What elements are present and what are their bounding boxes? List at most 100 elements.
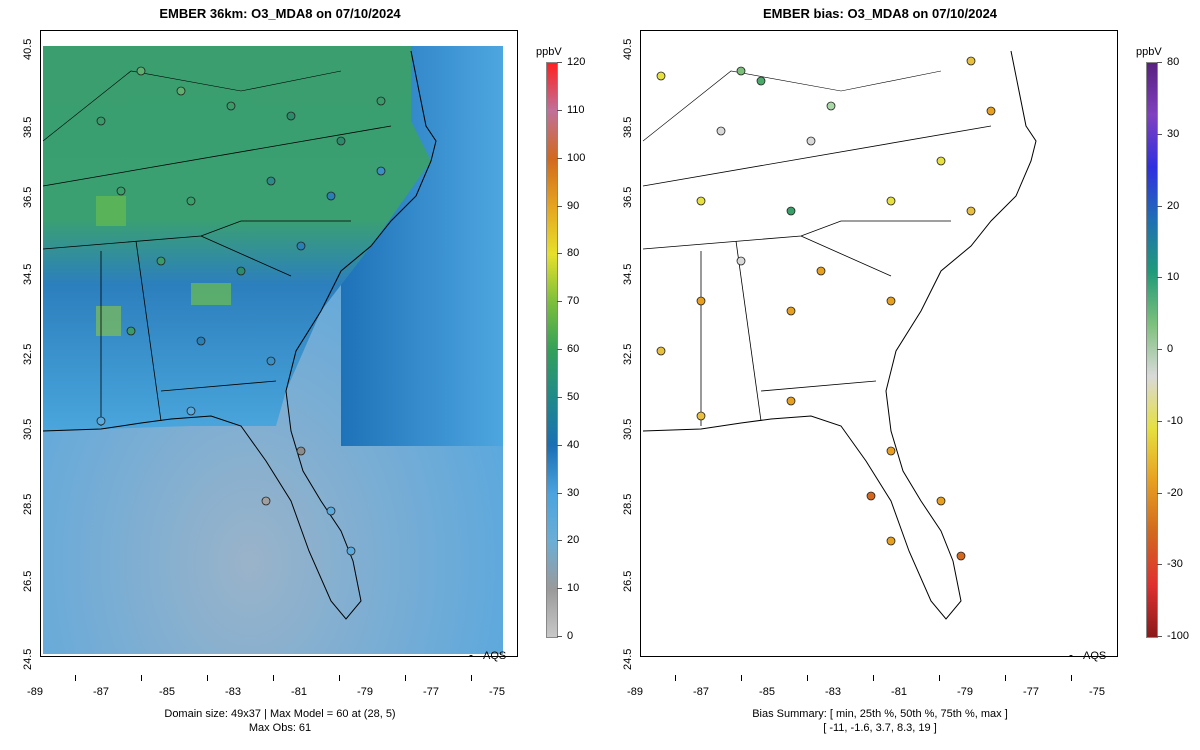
bias-marker	[886, 296, 896, 306]
station-marker	[96, 416, 106, 426]
x-tick	[273, 675, 274, 681]
bias-markers	[656, 56, 996, 561]
x-tick-label: -83	[225, 686, 241, 698]
station-marker	[296, 241, 306, 251]
bias-marker	[806, 136, 816, 146]
colorbar-label: 0	[1167, 343, 1174, 355]
bias-map-title: EMBER bias: O3_MDA8 on 07/10/2024	[762, 6, 998, 21]
aqs-legend-dot	[469, 655, 473, 656]
colorbar-label: -10	[1167, 414, 1183, 427]
y-tick-label: 30.5	[22, 418, 34, 440]
x-tick	[207, 675, 208, 681]
x-tick	[807, 675, 808, 681]
x-tick	[405, 675, 406, 681]
colorbar-label: 0	[567, 630, 574, 642]
state-line	[160, 380, 277, 392]
colorbar-tick	[557, 157, 562, 159]
colorbar-tick	[557, 253, 562, 255]
state-line	[42, 70, 342, 142]
x-tick-label: -81	[891, 686, 907, 698]
state-line	[642, 125, 992, 187]
bias-marker	[716, 126, 726, 136]
x-tick-label: -83	[825, 686, 841, 698]
model-map-panel: EMBER 36km: O3_MDA8 on 07/10/2024	[22, 6, 586, 734]
state-line	[735, 240, 762, 422]
bias-marker	[886, 446, 896, 456]
y-tick-label: 32.5	[22, 343, 34, 365]
coastline	[42, 50, 437, 620]
model-hotspot	[96, 196, 126, 226]
state-line	[42, 125, 392, 187]
bias-colorbar	[1146, 62, 1158, 638]
x-tick-label: -81	[291, 686, 307, 698]
station-marker	[326, 191, 336, 201]
y-tick-label: 32.5	[622, 343, 634, 365]
station-marker	[226, 101, 236, 111]
bias-marker	[816, 266, 826, 276]
x-tick	[741, 675, 742, 681]
station-marker	[186, 196, 196, 206]
colorbar-label: 70	[567, 295, 580, 308]
bias-marker	[886, 536, 896, 546]
x-tick-label: -77	[1023, 686, 1039, 698]
colorbar-label: 40	[567, 438, 580, 451]
colorbar-tick	[557, 636, 562, 637]
bias-marker	[986, 106, 996, 116]
x-tick	[1071, 675, 1072, 681]
station-marker	[326, 506, 336, 516]
y-tick-label: 38.5	[22, 116, 34, 138]
colorbar-label: -100	[1167, 630, 1190, 642]
y-tick-label: 34.5	[622, 263, 634, 285]
station-marker	[286, 111, 296, 121]
bias-marker	[736, 66, 746, 76]
station-markers	[96, 66, 386, 556]
bias-marker	[736, 256, 746, 266]
bias-marker	[696, 196, 706, 206]
state-line	[135, 240, 162, 422]
y-tick-label: 26.5	[622, 570, 634, 592]
bias-marker	[966, 206, 976, 216]
y-tick-label: 24.5	[22, 648, 34, 670]
y-tick-label: 30.5	[622, 418, 634, 440]
y-tick-label: 26.5	[22, 570, 34, 592]
colorbar-tick	[557, 540, 562, 542]
y-tick-label: 40.5	[622, 38, 634, 60]
bias-marker	[786, 306, 796, 316]
colorbar-label: 50	[567, 390, 580, 403]
x-tick-label: -85	[159, 686, 175, 698]
colorbar-label: 60	[567, 343, 580, 355]
y-tick-label: 34.5	[22, 263, 34, 285]
aqs-legend-label: AQS	[1083, 650, 1107, 662]
x-tick	[939, 675, 940, 681]
x-tick	[1005, 675, 1006, 681]
y-tick-label: 36.5	[622, 186, 634, 208]
colorbar-label: 80	[1167, 56, 1180, 68]
bias-marker	[936, 496, 946, 506]
state-line	[200, 235, 292, 277]
station-marker	[296, 446, 306, 456]
bias-marker	[966, 56, 976, 66]
y-tick-label: 38.5	[622, 116, 634, 138]
model-hotspot	[96, 306, 121, 336]
x-tick	[471, 675, 472, 681]
model-map-plot[interactable]	[40, 30, 518, 657]
x-tick-label: -79	[357, 686, 373, 698]
colorbar-tick	[557, 349, 562, 350]
x-tick-label: -87	[93, 686, 109, 698]
colorbar-tick	[557, 62, 562, 63]
model-map-title: EMBER 36km: O3_MDA8 on 07/10/2024	[159, 6, 401, 21]
colorbar-unit: ppbV	[1136, 46, 1162, 58]
bias-marker	[936, 156, 946, 166]
model-hotspot	[191, 283, 231, 305]
bias-map-plot[interactable]	[640, 30, 1118, 657]
station-marker	[126, 326, 136, 336]
x-tick-label: -87	[693, 686, 709, 698]
colorbar-tick	[557, 588, 562, 590]
x-tick	[339, 675, 340, 681]
station-marker	[346, 546, 356, 556]
colorbar-label: 120	[567, 56, 586, 68]
colorbar-label: 90	[567, 199, 580, 212]
station-marker	[336, 136, 346, 146]
x-tick-label: -75	[489, 686, 505, 698]
station-marker	[156, 256, 166, 266]
